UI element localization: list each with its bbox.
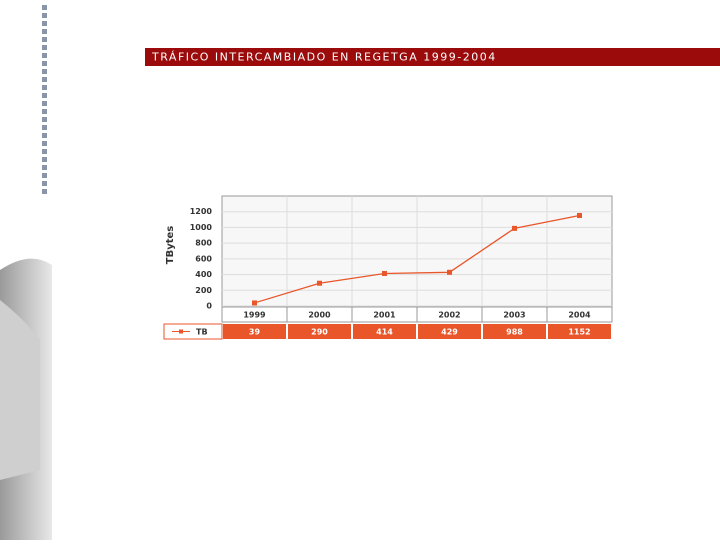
dot	[42, 53, 47, 58]
dot	[42, 125, 47, 130]
dot	[42, 141, 47, 146]
dot	[42, 5, 47, 10]
dot	[42, 61, 47, 66]
x-tick-label: 2002	[438, 311, 460, 320]
dot	[42, 133, 47, 138]
table-cell	[288, 324, 351, 339]
table-cell	[353, 324, 416, 339]
dot	[42, 181, 47, 186]
table-cell	[548, 324, 611, 339]
dot	[42, 13, 47, 18]
dot	[42, 173, 47, 178]
y-tick-label: 1000	[190, 223, 213, 232]
dot	[42, 21, 47, 26]
table-value: 39	[249, 328, 261, 337]
dot-column	[42, 5, 47, 194]
dot	[42, 149, 47, 154]
dot	[42, 117, 47, 122]
y-tick-label: 800	[195, 239, 212, 248]
y-tick-label: 200	[195, 286, 212, 295]
dot	[42, 29, 47, 34]
decoration	[0, 258, 52, 540]
corner-shape	[0, 300, 40, 480]
table-cell	[418, 324, 481, 339]
dot	[42, 109, 47, 114]
point	[382, 270, 387, 276]
point	[447, 269, 452, 275]
dot	[42, 157, 47, 162]
line	[254, 214, 580, 304]
y-tick-label: 1200	[190, 207, 213, 216]
x-tick-label: 2000	[308, 311, 331, 320]
y-tick-label: 600	[195, 254, 212, 263]
y-axis-label: TBytes	[165, 226, 176, 265]
table-cell	[483, 324, 546, 339]
point	[317, 280, 322, 286]
category-cell	[546, 306, 613, 323]
dot	[42, 77, 47, 82]
title: TRÁFICO INTERCAMBIADO EN REGETGA 1999-20…	[151, 51, 497, 64]
dot	[42, 165, 47, 170]
legend-marker	[179, 329, 183, 334]
point	[252, 300, 257, 306]
dot	[42, 93, 47, 98]
title-bar	[145, 48, 720, 66]
dot	[42, 37, 47, 42]
y-tick-label: 400	[195, 270, 212, 279]
dot	[42, 69, 47, 74]
chart-content: 0 200 400 600 800 1000 1200 1999 2000 2001 2002 200…	[172, 196, 613, 339]
table-value: 290	[311, 328, 328, 337]
x-tick-label: 2003	[503, 311, 525, 320]
table-value: 414	[376, 328, 393, 337]
point	[512, 225, 517, 231]
table-value: 1152	[568, 328, 590, 337]
legend-label: TB	[196, 328, 208, 337]
table-value: 429	[441, 328, 458, 337]
dot	[42, 189, 47, 194]
dot	[42, 85, 47, 90]
table-value: 988	[506, 328, 523, 337]
point	[577, 212, 582, 218]
x-tick-label: 2004	[568, 311, 591, 320]
x-tick-label: 2001	[373, 311, 396, 320]
dot	[42, 45, 47, 50]
y-tick-label: 0	[206, 302, 212, 311]
table-cell	[223, 324, 286, 339]
dot	[42, 101, 47, 106]
x-tick-label: 1999	[243, 311, 266, 320]
legend-cell	[163, 323, 223, 340]
